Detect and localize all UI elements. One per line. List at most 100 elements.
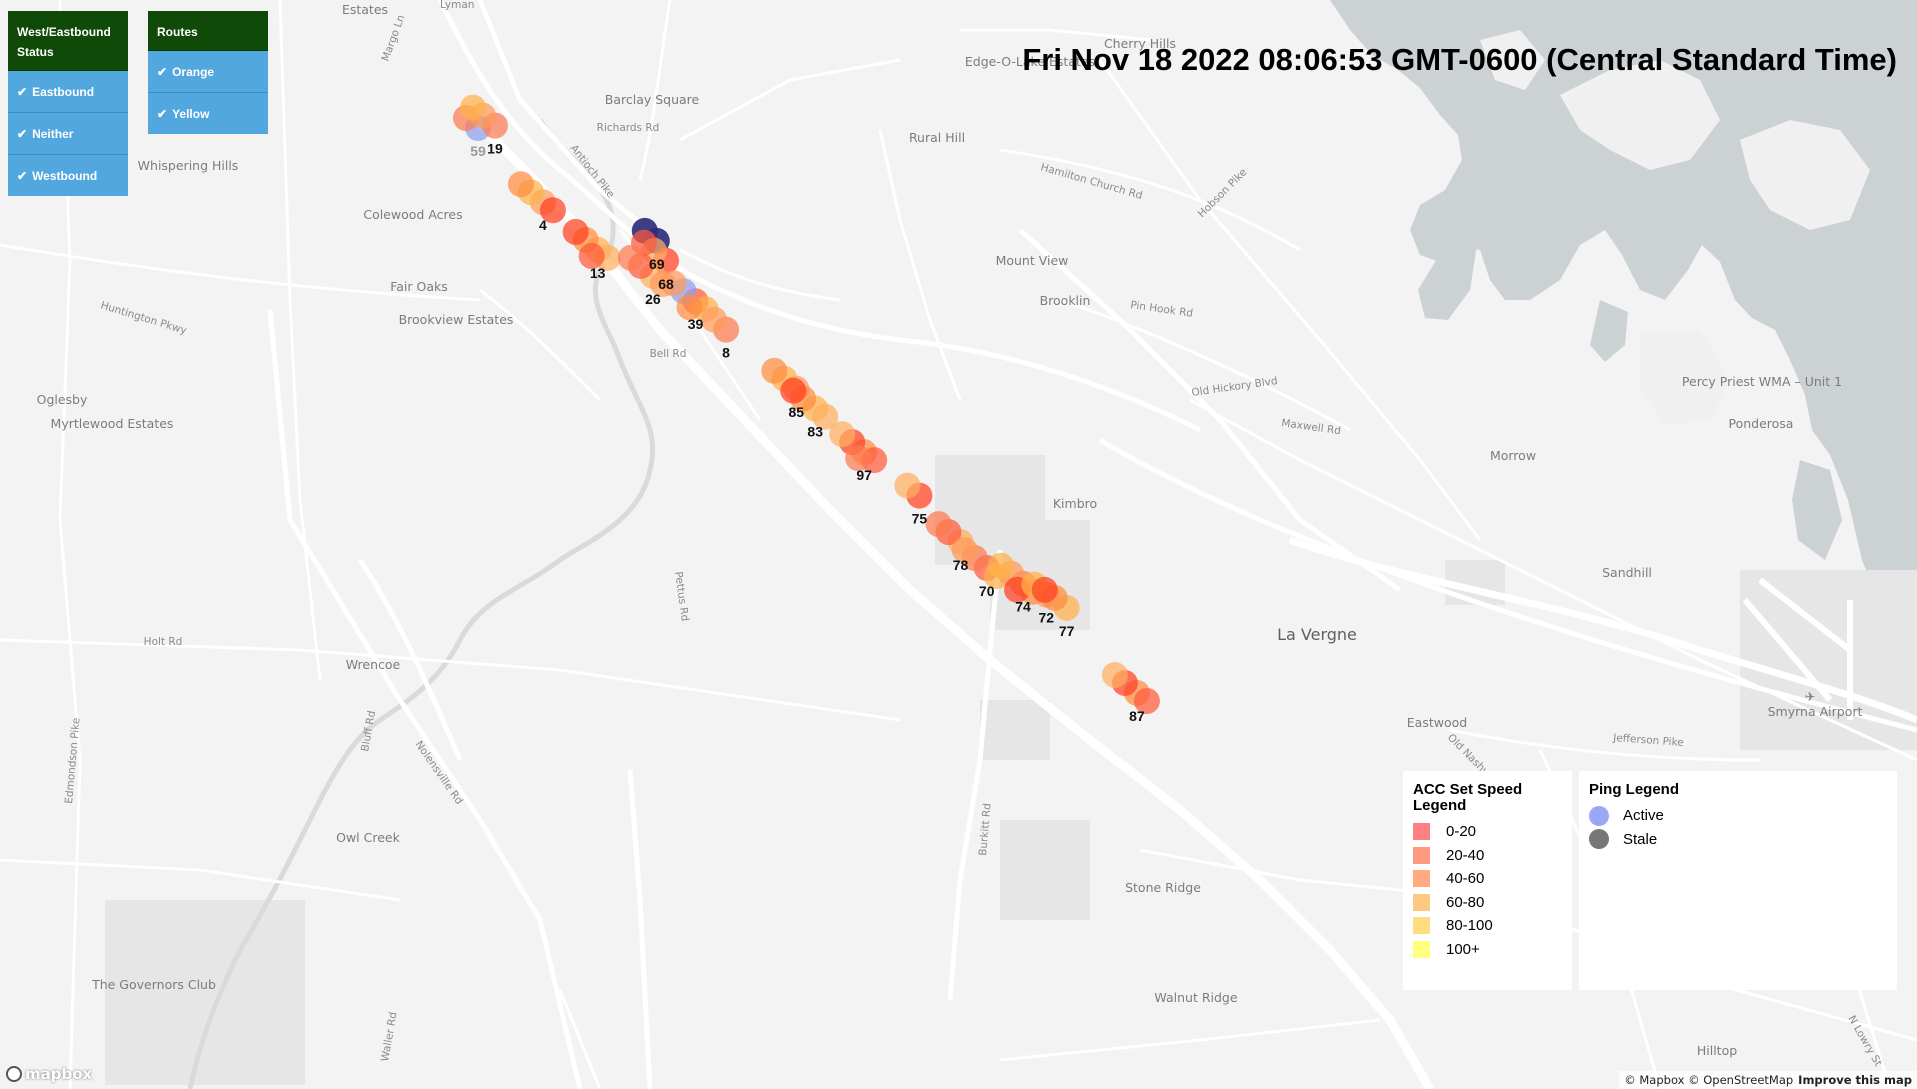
place-label: Smyrna Airport [1768, 704, 1863, 719]
place-label: Brookview Estates [399, 312, 514, 327]
vehicle-ping[interactable] [617, 244, 644, 271]
filter-eastbound[interactable]: ✔ Eastbound [8, 71, 128, 113]
speed-swatch [1413, 823, 1430, 841]
road-label: Burkitt Rd [977, 803, 994, 857]
ping-legend-item: Active [1579, 804, 1897, 828]
filter-neither[interactable]: ✔ Neither [8, 113, 128, 155]
vehicle-id-label: 78 [953, 557, 969, 573]
ping-label: Stale [1623, 830, 1658, 848]
speed-legend: ACC Set Speed Legend 0-20 20-40 40-60 60-80… [1403, 771, 1572, 990]
vehicle-ping[interactable] [539, 197, 566, 224]
road-label: Holt Rd [144, 636, 183, 648]
mapbox-logo-text: mapbox [25, 1065, 93, 1083]
place-label: Cherry Hills [1104, 36, 1176, 51]
vehicle-ping[interactable] [761, 357, 788, 384]
vehicle-id-label: 8 [722, 345, 730, 361]
improve-map-link[interactable]: Improve this map [1798, 1073, 1912, 1087]
vehicle-id-label: 87 [1129, 708, 1145, 724]
filter-label: Orange [172, 65, 215, 79]
vehicle-id-label: 39 [688, 316, 704, 332]
map-attribution: © Mapbox © OpenStreetMap Improve this map [1619, 1071, 1917, 1089]
vehicle-id-label: 59 [470, 143, 486, 159]
place-label: Stone Ridge [1125, 880, 1201, 895]
place-label: Colewood Acres [363, 207, 462, 222]
routes-filter-title: Routes [148, 11, 268, 51]
direction-filter-title: West/Eastbound Status [8, 11, 128, 71]
filter-label: Neither [32, 127, 74, 141]
vehicle-ping[interactable] [562, 218, 589, 245]
filter-label: Westbound [32, 169, 98, 183]
mapbox-logo[interactable]: mapbox [6, 1065, 92, 1083]
vehicle-ping[interactable] [507, 171, 534, 198]
place-label: Fair Oaks [390, 279, 448, 294]
highway-east [1288, 536, 1917, 724]
speed-legend-title: ACC Set Speed Legend [1413, 781, 1523, 814]
vehicle-ping[interactable] [951, 537, 978, 564]
vehicle-ping[interactable] [1031, 576, 1058, 603]
airport-runways [1742, 577, 1853, 720]
vehicle-ping[interactable] [988, 552, 1015, 579]
place-label: Oglesby [37, 392, 88, 407]
place-label: Edge-O-Lake Estates [965, 54, 1095, 69]
vehicle-id-label: 13 [590, 265, 606, 281]
vehicle-ping[interactable] [1133, 687, 1160, 714]
vehicle-ping[interactable] [459, 94, 486, 121]
check-icon: ✔ [17, 127, 28, 141]
filter-route-orange[interactable]: ✔ Orange [148, 51, 268, 93]
vehicle-ping[interactable] [812, 403, 839, 430]
direction-filter-panel: West/Eastbound Status ✔ Eastbound ✔ Neithe… [8, 11, 128, 196]
timestamp: Fri Nov 18 2022 08:06:53 GMT-0600 (Centr… [1022, 42, 1897, 77]
landuse-areas [105, 455, 1917, 1085]
speed-label: 20-40 [1446, 846, 1485, 864]
speed-label: 0-20 [1446, 823, 1477, 841]
vehicle-ping[interactable] [676, 294, 703, 321]
speed-label: 80-100 [1446, 917, 1493, 935]
speed-swatch [1413, 940, 1430, 958]
speed-label: 60-80 [1446, 893, 1485, 911]
check-icon: ✔ [17, 85, 28, 99]
vehicle-ping[interactable] [660, 270, 687, 297]
road-label: Bell Rd [650, 348, 687, 360]
airport-icon: ✈ [1805, 689, 1815, 704]
filter-label: Yellow [172, 107, 210, 121]
place-label: Rural Hill [909, 130, 965, 145]
vehicle-ping[interactable] [894, 472, 921, 499]
place-label: Percy Priest WMA – Unit 1 [1682, 374, 1842, 389]
place-label: Mount View [996, 253, 1069, 268]
place-label: Kimbro [1053, 496, 1097, 511]
vehicle-ping[interactable] [1101, 661, 1128, 688]
check-icon: ✔ [157, 107, 168, 121]
vehicle-ping[interactable] [925, 511, 952, 538]
place-labels: Estates Edge-O-Lake Estates Cherry Hills… [37, 2, 1863, 1058]
place-label: Walnut Ridge [1154, 990, 1237, 1005]
mapbox-logo-icon [6, 1066, 22, 1082]
speed-swatch [1413, 846, 1430, 864]
vehicle-id-label: 4 [539, 217, 547, 233]
vehicle-id-label: 70 [979, 583, 995, 599]
place-label: The Governors Club [91, 977, 216, 992]
vehicle-id-label: 69 [649, 256, 665, 272]
filter-westbound[interactable]: ✔ Westbound [8, 155, 128, 196]
vehicle-ping[interactable] [701, 306, 728, 333]
place-label: Whispering Hills [138, 158, 239, 173]
place-label: Morrow [1490, 448, 1536, 463]
check-icon: ✔ [17, 169, 28, 183]
vehicle-ping[interactable] [845, 445, 872, 472]
place-label: Brooklin [1040, 293, 1091, 308]
vehicle-ping[interactable] [578, 242, 605, 269]
speed-label: 100+ [1446, 940, 1480, 958]
ping-legend-item: Stale [1579, 828, 1897, 852]
vehicle-ping[interactable] [829, 421, 856, 448]
place-label: Hilltop [1697, 1043, 1737, 1058]
main-roads [267, 0, 1917, 1089]
speed-label: 40-60 [1446, 870, 1485, 888]
filter-route-yellow[interactable]: ✔ Yellow [148, 93, 268, 134]
check-icon: ✔ [157, 65, 168, 79]
vehicle-ping[interactable] [780, 377, 807, 404]
vehicle-id-label: 68 [658, 276, 674, 292]
speed-legend-item: 40-60 [1403, 867, 1572, 891]
vehicle-id-label: 85 [789, 404, 805, 420]
speed-legend-item: 0-20 [1403, 820, 1572, 844]
